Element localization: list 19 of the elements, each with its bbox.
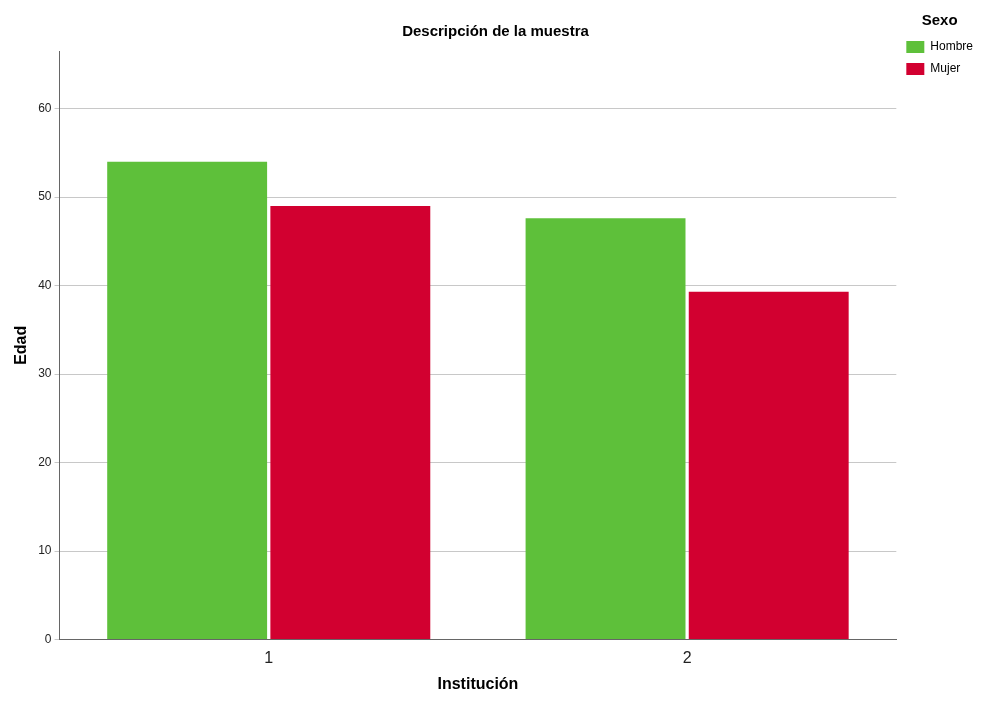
chart-title: Descripción de la muestra bbox=[402, 22, 590, 40]
x-tick-label: 1 bbox=[264, 648, 274, 666]
bar bbox=[107, 161, 268, 640]
legend-label: Mujer bbox=[930, 61, 961, 76]
y-tick-label: 60 bbox=[38, 100, 52, 115]
bar bbox=[270, 205, 431, 640]
bar bbox=[525, 218, 686, 640]
x-axis-title: Institución bbox=[437, 674, 519, 692]
y-tick-label: 50 bbox=[38, 189, 52, 204]
x-tick-label: 2 bbox=[682, 648, 692, 666]
y-tick-label: 0 bbox=[44, 631, 52, 646]
legend-title: Sexo bbox=[921, 10, 958, 28]
legend-label: Hombre bbox=[930, 39, 974, 54]
y-tick-label: 20 bbox=[38, 454, 52, 469]
y-tick-label: 10 bbox=[38, 543, 52, 558]
y-axis-title: Edad bbox=[12, 325, 30, 365]
bar bbox=[688, 291, 849, 640]
y-tick-label: 40 bbox=[38, 277, 52, 292]
y-tick-label: 30 bbox=[38, 366, 52, 381]
